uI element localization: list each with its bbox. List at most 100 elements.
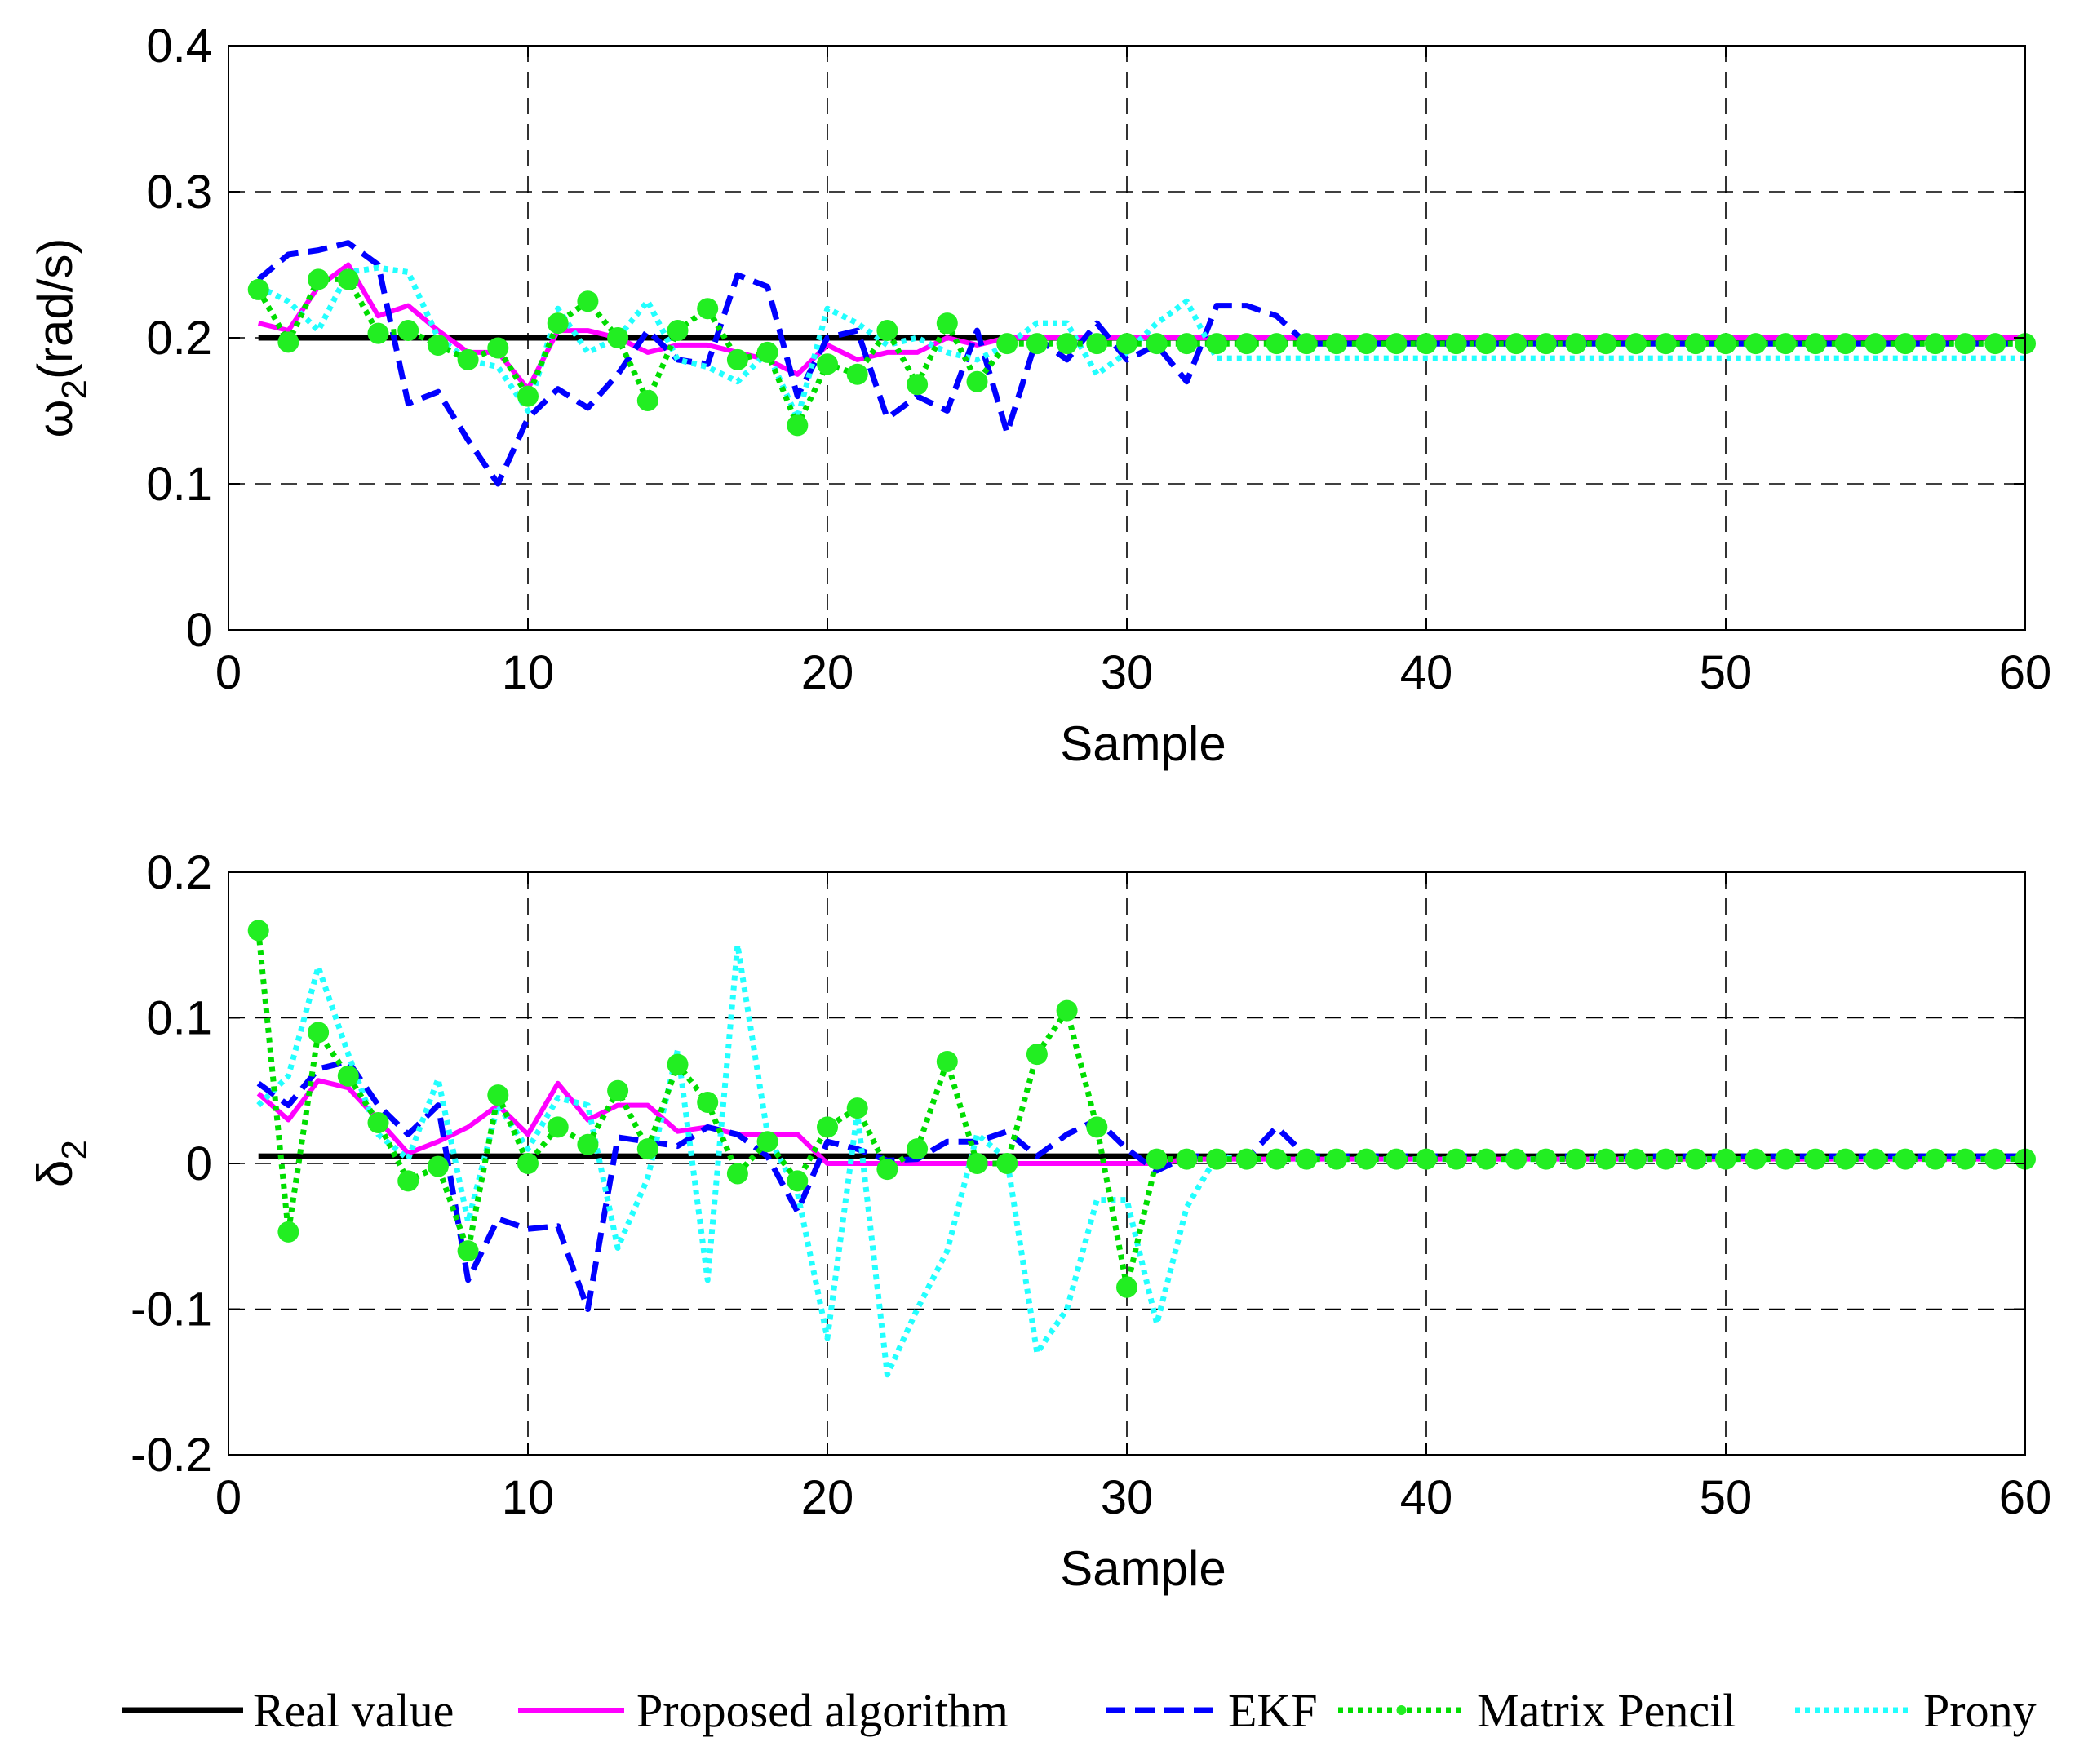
data-point: [1445, 333, 1467, 355]
data-point: [1505, 333, 1527, 355]
data-point: [487, 337, 509, 359]
y-tick-label: -0.1: [131, 1283, 212, 1336]
data-point: [1056, 333, 1078, 355]
data-point: [1655, 1148, 1677, 1170]
data-point: [1445, 1148, 1467, 1170]
legend: Real value Proposed algorithm EKF Matrix Pe…: [122, 1684, 2037, 1737]
data-point: [337, 268, 359, 290]
data-point: [1266, 1148, 1288, 1170]
data-point: [1056, 999, 1078, 1022]
y-axis-label: ω2(rad/s): [28, 238, 95, 438]
data-point: [907, 374, 929, 396]
data-point: [457, 1240, 479, 1262]
ticks: 0 10 20 30 40 50 60 -0.2 -0.1 0 0.1 0.2: [131, 846, 2051, 1524]
series-line-ekf: [256, 240, 2025, 487]
data-point: [308, 268, 330, 290]
data-point: [1355, 333, 1377, 355]
y-tick-label: 0.3: [146, 166, 212, 219]
data-point: [1775, 1148, 1797, 1170]
data-point: [726, 348, 748, 370]
legend-marker: [1396, 1705, 1407, 1715]
data-point: [308, 1022, 330, 1044]
data-point: [1805, 1148, 1827, 1170]
plot-omega2: 0 10 20 30 40 50 60 0 0.1 0.2 0.3 0.4 Sample ω2(rad/s…: [28, 20, 2051, 771]
series-line-matrix-pencil: [255, 930, 2025, 1291]
data-point: [1206, 1148, 1228, 1170]
data-point: [756, 341, 778, 363]
legend-label: Matrix Pencil: [1477, 1684, 1736, 1737]
y-tick-label: -0.2: [131, 1429, 212, 1482]
data-point: [337, 1065, 359, 1087]
data-point: [577, 290, 599, 312]
data-point: [1146, 333, 1168, 355]
data-point: [876, 320, 898, 342]
data-point: [607, 327, 629, 348]
data-point: [1296, 1148, 1318, 1170]
data-point: [277, 331, 299, 353]
x-axis-label: Sample: [1060, 716, 1226, 771]
matrix-pencil-markers: [247, 268, 2036, 437]
data-point: [1116, 333, 1137, 355]
data-point: [1954, 1148, 1976, 1170]
data-point: [1475, 333, 1497, 355]
y-tick-label: 0.1: [146, 458, 212, 511]
data-point: [1595, 333, 1617, 355]
data-point: [1565, 333, 1587, 355]
y-tick-label: 0.2: [146, 312, 212, 365]
data-point: [1595, 1148, 1617, 1170]
data-point: [1086, 333, 1108, 355]
data-point: [1116, 1276, 1137, 1298]
data-point: [1505, 1148, 1527, 1170]
data-point: [1535, 333, 1557, 355]
data-point: [1864, 1148, 1887, 1170]
x-tick-label: 50: [1700, 646, 1753, 699]
data-point: [817, 353, 838, 375]
data-point: [1685, 1148, 1707, 1170]
data-point: [966, 1153, 988, 1174]
data-point: [1745, 1148, 1767, 1170]
data-point: [1026, 333, 1048, 355]
y-tick-label: 0.4: [146, 20, 212, 73]
x-tick-label: 0: [215, 1471, 242, 1524]
data-point: [1386, 1148, 1408, 1170]
data-point: [1535, 1148, 1557, 1170]
data-point: [996, 1153, 1018, 1174]
data-point: [1176, 333, 1198, 355]
data-point: [517, 1153, 539, 1174]
data-point: [1954, 333, 1976, 355]
data-point: [1086, 1116, 1108, 1138]
data-point: [1924, 333, 1946, 355]
data-point: [756, 1131, 778, 1153]
data-point: [547, 1116, 569, 1138]
data-point: [1325, 1148, 1347, 1170]
data-point: [876, 1159, 898, 1181]
data-point: [1625, 1148, 1647, 1170]
x-tick-label: 10: [502, 646, 555, 699]
data-point: [936, 312, 958, 335]
x-tick-label: 50: [1700, 1471, 1753, 1524]
legend-item-prony: Prony: [1795, 1684, 2037, 1737]
legend-item-ekf: EKF: [1106, 1684, 1318, 1737]
data-point: [1266, 333, 1288, 355]
data-point: [1655, 333, 1677, 355]
data-point: [1834, 1148, 1856, 1170]
data-point: [427, 334, 449, 356]
data-point: [397, 320, 419, 342]
data-point: [1026, 1044, 1048, 1066]
data-point: [487, 1084, 509, 1106]
series-line-matrix-pencil: [255, 276, 2025, 428]
data-point: [1386, 333, 1408, 355]
data-point: [577, 1133, 599, 1155]
data-point: [1416, 333, 1437, 355]
data-point: [1355, 1148, 1377, 1170]
y-tick-label: 0.2: [146, 846, 212, 899]
data-point: [636, 1138, 658, 1160]
data-point: [427, 1155, 449, 1177]
data-point: [1296, 333, 1318, 355]
x-tick-label: 40: [1400, 1471, 1453, 1524]
data-point: [1805, 333, 1827, 355]
x-tick-label: 10: [502, 1471, 555, 1524]
x-tick-label: 0: [215, 646, 242, 699]
legend-label: EKF: [1228, 1684, 1318, 1737]
